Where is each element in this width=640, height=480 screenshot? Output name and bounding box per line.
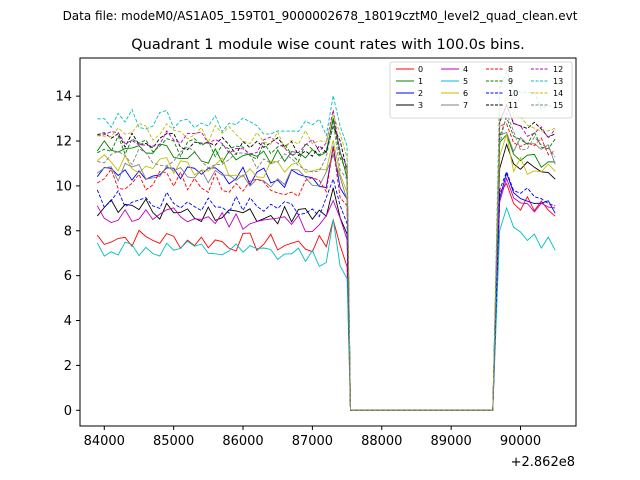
chart-title: Quadrant 1 module wise count rates with … — [131, 37, 525, 53]
legend-label-8: 8 — [508, 65, 513, 74]
y-tick-label: 6 — [64, 269, 72, 284]
legend-label-12: 12 — [553, 65, 563, 74]
legend-label-3: 3 — [418, 101, 423, 110]
legend-label-6: 6 — [463, 89, 468, 98]
legend-label-4: 4 — [463, 65, 468, 74]
y-axis: 0 2 4 6 8 10 12 14 — [55, 90, 80, 419]
x-tick-label: 90000 — [500, 434, 541, 449]
y-tick-label: 12 — [55, 135, 72, 150]
legend-label-11: 11 — [508, 101, 518, 110]
x-tick-label: 86000 — [222, 434, 263, 449]
figure-suptitle: Data file: modeM0/AS1A05_159T01_90000026… — [63, 9, 578, 23]
series-line-7 — [97, 131, 556, 411]
y-tick-label: 0 — [64, 404, 72, 419]
series-line-15 — [97, 111, 556, 411]
x-tick-label: 84000 — [84, 434, 125, 449]
plot-area-frame — [79, 57, 577, 427]
series-line-1 — [96, 117, 556, 411]
y-tick-label: 4 — [64, 314, 72, 329]
legend-box — [389, 61, 573, 119]
y-tick-label: 8 — [64, 224, 72, 239]
series-line-0 — [96, 182, 556, 411]
series-line-11 — [97, 103, 556, 411]
y-tick-label: 10 — [55, 179, 72, 194]
series-line-2 — [96, 146, 556, 411]
legend-label-7: 7 — [463, 101, 468, 110]
series-line-14 — [97, 95, 556, 411]
series-layer — [96, 70, 556, 411]
series-line-10 — [96, 170, 556, 411]
series-line-6 — [97, 134, 556, 411]
series-line-8 — [97, 123, 556, 411]
series-line-3 — [96, 142, 556, 411]
x-axis: 84000 85000 86000 87000 88000 89000 90000 — [84, 426, 541, 449]
legend-label-0: 0 — [418, 65, 423, 74]
legend-label-9: 9 — [508, 77, 513, 86]
legend-label-1: 1 — [418, 77, 423, 86]
series-line-4 — [96, 176, 556, 411]
y-tick-label: 2 — [64, 359, 72, 374]
x-tick-label: 87000 — [292, 434, 333, 449]
legend-label-10: 10 — [508, 89, 518, 98]
legend-label-5: 5 — [463, 77, 468, 86]
legend-label-2: 2 — [418, 89, 423, 98]
y-tick-label: 14 — [55, 90, 72, 105]
x-axis-offset-label: +2.862e8 — [511, 455, 575, 470]
legend-label-15: 15 — [553, 101, 563, 110]
x-tick-label: 88000 — [361, 434, 402, 449]
x-tick-label: 89000 — [430, 434, 471, 449]
series-line-13 — [97, 70, 556, 411]
legend-label-13: 13 — [553, 77, 563, 86]
series-line-9 — [97, 116, 556, 411]
series-line-5 — [96, 206, 556, 411]
x-tick-label: 85000 — [153, 434, 194, 449]
legend-label-14: 14 — [553, 89, 563, 98]
